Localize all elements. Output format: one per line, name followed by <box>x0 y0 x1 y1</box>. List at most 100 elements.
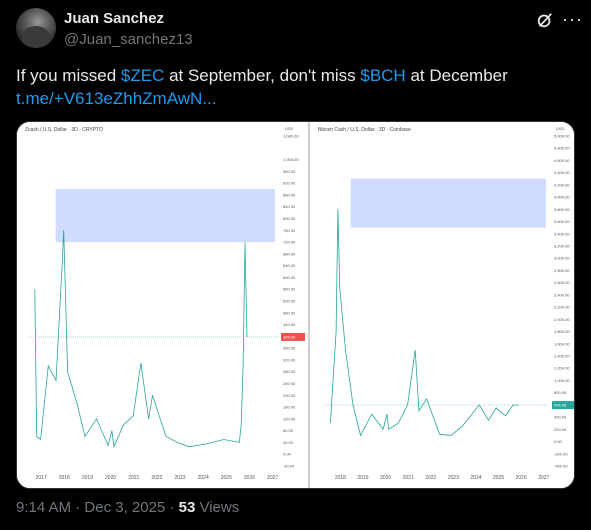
current-price-box <box>281 332 305 341</box>
highlight-zone <box>55 189 276 243</box>
x-tick-label: 2027 <box>538 475 549 481</box>
y-tick-label: 1,080.00 <box>283 134 299 139</box>
x-tick-label: 2018 <box>335 475 346 481</box>
y-tick-label: 280.00 <box>283 369 296 374</box>
x-tick-label: 2021 <box>403 475 414 481</box>
y-tick-label: 4,000.00 <box>554 195 570 200</box>
y-tick-label: 2,000.00 <box>554 317 570 322</box>
y-tick-label: 0.00 <box>283 452 292 457</box>
author-name[interactable]: Juan Sanchez <box>64 10 165 27</box>
avatar[interactable] <box>16 8 56 48</box>
y-tick-label: 3,000.00 <box>554 256 570 261</box>
y-tick-label: 520.00 <box>283 299 296 304</box>
y-tick-label: 560.00 <box>283 287 296 292</box>
zec-chart-title: Zcash / U.S. Dollar · 3D · CRYPTO <box>25 127 103 133</box>
more-icon[interactable]: ··· <box>562 9 583 29</box>
x-tick-label: 2020 <box>380 475 391 481</box>
x-tick-label: 2018 <box>59 475 70 481</box>
divider <box>308 122 310 488</box>
x-tick-label: 2023 <box>174 475 185 481</box>
y-tick-label: 800.00 <box>554 390 567 395</box>
y-tick-label: 360.00 <box>283 346 296 351</box>
view-count: 53 <box>178 499 196 516</box>
current-price-label: 398.00 <box>283 334 296 339</box>
y-tick-label: 480.00 <box>283 310 296 315</box>
text-part: at September, don't miss <box>164 66 361 85</box>
text-part: If you missed <box>16 66 121 85</box>
y-tick-label: 760.00 <box>283 228 296 233</box>
cashtag-zec[interactable]: $ZEC <box>120 66 165 85</box>
x-tick-label: 2019 <box>82 475 93 481</box>
grok-icon[interactable] <box>536 11 554 29</box>
y-tick-label: 3,600.00 <box>554 219 570 224</box>
meta-sep: · <box>71 499 85 516</box>
y-tick-label: -40.00 <box>283 464 295 469</box>
x-tick-label: 2022 <box>425 475 436 481</box>
y-tick-label: 4,200.00 <box>554 182 570 187</box>
y-tick-label: 1,000.00 <box>554 378 570 383</box>
current-price-box <box>552 401 574 410</box>
y-tick-label: 200.00 <box>283 393 296 398</box>
y-tick-label: 2,200.00 <box>554 305 570 310</box>
meta-sep: · <box>165 499 179 516</box>
post-meta: 9:14 AM · Dec 3, 2025 · 53 Views <box>16 499 239 516</box>
y-tick-label: 1,800.00 <box>554 329 570 334</box>
y-tick-label: 2,400.00 <box>554 292 570 297</box>
cashtag-bch[interactable]: $BCH <box>360 66 406 85</box>
y-tick-label: 3,800.00 <box>554 207 570 212</box>
y-axis-label: USD <box>285 126 294 131</box>
y-tick-label: 960.00 <box>283 169 296 174</box>
y-tick-label: -200.00 <box>554 451 568 456</box>
y-tick-label: 920.00 <box>283 181 296 186</box>
x-tick-label: 2025 <box>493 475 504 481</box>
author-handle[interactable]: @Juan_sanchez13 <box>64 31 193 48</box>
y-tick-label: 600.00 <box>283 275 296 280</box>
y-tick-label: 2,800.00 <box>554 268 570 273</box>
post-time[interactable]: 9:14 AM <box>16 499 72 516</box>
y-tick-label: 4,800.00 <box>554 146 570 151</box>
post-text: If you missed $ZEC at September, don't m… <box>16 64 576 110</box>
y-tick-label: 640.00 <box>283 263 296 268</box>
y-tick-label: 1,600.00 <box>554 341 570 346</box>
y-tick-label: 840.00 <box>283 204 296 209</box>
price-series-line <box>34 230 248 449</box>
y-tick-label: 240.00 <box>283 381 296 386</box>
post-link[interactable]: t.me/+V613eZhhZmAwN... <box>16 89 217 108</box>
post-image[interactable]: 1,080.00 1,000.00 960.00 920.00 880.00 840.00… <box>16 121 575 489</box>
x-tick-label: 2019 <box>357 475 368 481</box>
highlight-zone <box>350 178 546 228</box>
y-tick-label: 2,600.00 <box>554 280 570 285</box>
y-tick-label: 200.00 <box>554 427 567 432</box>
x-tick-label: 2025 <box>221 475 232 481</box>
y-axis-label: USD <box>556 126 565 131</box>
y-tick-label: 880.00 <box>283 192 296 197</box>
y-tick-label: 800.00 <box>283 216 296 221</box>
y-tick-label: 0.00 <box>554 439 563 444</box>
y-tick-label: 680.00 <box>283 251 296 256</box>
y-tick-label: 1,200.00 <box>554 366 570 371</box>
y-tick-label: 1,400.00 <box>554 354 570 359</box>
y-tick-label: 4,600.00 <box>554 158 570 163</box>
x-tick-label: 2024 <box>198 475 209 481</box>
x-tick-label: 2022 <box>151 475 162 481</box>
post-date[interactable]: Dec 3, 2025 <box>84 499 166 516</box>
y-tick-label: 4,400.00 <box>554 170 570 175</box>
views-label: Views <box>195 499 240 516</box>
zec-chart: 1,080.00 1,000.00 960.00 920.00 880.00 840.00… <box>29 126 305 481</box>
y-tick-label: 720.00 <box>283 240 296 245</box>
zec-chart-panel: 1,080.00 1,000.00 960.00 920.00 880.00 840.00… <box>17 122 308 488</box>
y-tick-label: 40.00 <box>283 440 294 445</box>
y-tick-label: 3,200.00 <box>554 244 570 249</box>
y-tick-label: 400.00 <box>554 415 567 420</box>
y-tick-label: 3,400.00 <box>554 231 570 236</box>
y-tick-label: 1,000.00 <box>283 157 299 162</box>
y-tick-label: 80.00 <box>283 428 294 433</box>
y-tick-label: 160.00 <box>283 405 296 410</box>
y-tick-label: 120.00 <box>283 416 296 421</box>
x-tick-label: 2026 <box>516 475 527 481</box>
price-series-line <box>330 209 519 437</box>
y-tick-label: 440.00 <box>283 322 296 327</box>
y-tick-label: 320.00 <box>283 357 296 362</box>
x-tick-label: 2024 <box>470 475 481 481</box>
y-tick-label: 5,000.00 <box>554 134 570 139</box>
